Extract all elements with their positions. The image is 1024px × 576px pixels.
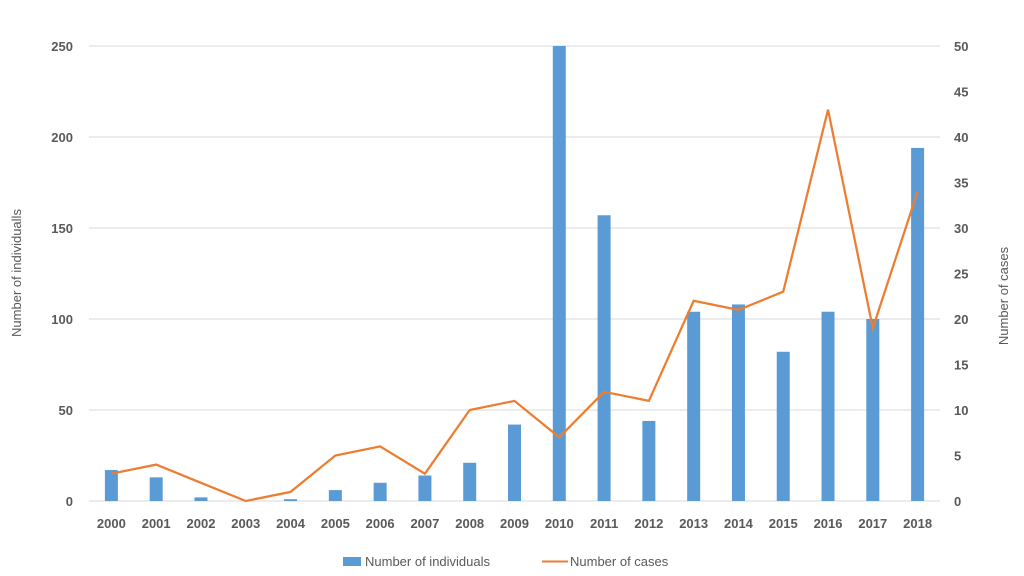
x-tick-label: 2014 [724, 516, 754, 531]
y2-tick-label: 0 [954, 494, 961, 509]
x-tick-label: 2004 [276, 516, 306, 531]
x-tick-label: 2009 [500, 516, 529, 531]
y-tick-label: 0 [66, 494, 73, 509]
bar [731, 304, 745, 501]
bar [373, 482, 387, 501]
y-tick-label: 150 [51, 221, 73, 236]
bar [149, 477, 163, 501]
gridlines [89, 45, 940, 502]
y2-tick-label: 45 [954, 85, 968, 100]
x-tick-label: 2001 [142, 516, 171, 531]
bar [597, 215, 611, 501]
x-tick-label: 2008 [455, 516, 484, 531]
legend-bar-label: Number of individuals [365, 554, 491, 569]
x-tick-label: 2010 [545, 516, 574, 531]
x-tick-label: 2011 [590, 516, 618, 531]
y-axis-title: Number of individualls [9, 209, 24, 337]
bar [776, 351, 790, 501]
bar [104, 470, 118, 501]
y2-tick-label: 50 [954, 39, 968, 54]
legend: Number of individuals Number of cases [343, 554, 669, 569]
x-tick-label: 2007 [410, 516, 439, 531]
left-axis-ticks: 0 50 100 150 200 250 [51, 39, 73, 509]
x-tick-label: 2005 [321, 516, 350, 531]
y2-tick-label: 40 [954, 130, 968, 145]
bar [194, 497, 208, 501]
x-tick-label: 2003 [231, 516, 260, 531]
x-tick-label: 2006 [366, 516, 395, 531]
y2-tick-label: 25 [954, 267, 968, 282]
y2-tick-label: 10 [954, 403, 968, 418]
y2-tick-label: 35 [954, 176, 968, 191]
y2-axis-title: Number of cases [996, 246, 1011, 345]
bar [866, 319, 880, 501]
y2-tick-label: 5 [954, 449, 961, 464]
bar [911, 147, 925, 502]
bar [508, 424, 521, 501]
bar [821, 311, 835, 501]
legend-bar-swatch [343, 557, 361, 566]
y-tick-label: 250 [51, 39, 73, 54]
bar [687, 311, 701, 501]
x-tick-label: 2012 [634, 516, 663, 531]
x-axis-ticks: 2000 2001 2002 2003 2004 2005 2006 2007 2008 2009… [97, 516, 932, 531]
right-axis-ticks: 0 5 10 15 20 25 30 35 40 45 50 [954, 39, 968, 509]
y2-tick-label: 30 [954, 221, 968, 236]
y2-tick-label: 20 [954, 312, 968, 327]
x-tick-label: 2013 [679, 516, 708, 531]
y-tick-label: 200 [51, 130, 73, 145]
bar [463, 462, 477, 501]
bar [552, 46, 566, 501]
x-tick-label: 2000 [97, 516, 126, 531]
y2-tick-label: 15 [954, 358, 968, 373]
y-tick-label: 50 [59, 403, 73, 418]
line-series [111, 109, 919, 503]
legend-line-label: Number of cases [570, 554, 669, 569]
x-tick-label: 2016 [814, 516, 843, 531]
bar-series [104, 46, 925, 502]
x-tick-label: 2018 [903, 516, 932, 531]
bar [642, 420, 656, 501]
x-tick-label: 2002 [187, 516, 216, 531]
y-tick-label: 100 [51, 312, 73, 327]
x-tick-label: 2017 [858, 516, 887, 531]
cases-line [111, 109, 919, 503]
x-tick-label: 2015 [769, 516, 798, 531]
bar [418, 475, 432, 501]
bar [284, 499, 298, 501]
bar [328, 490, 342, 501]
